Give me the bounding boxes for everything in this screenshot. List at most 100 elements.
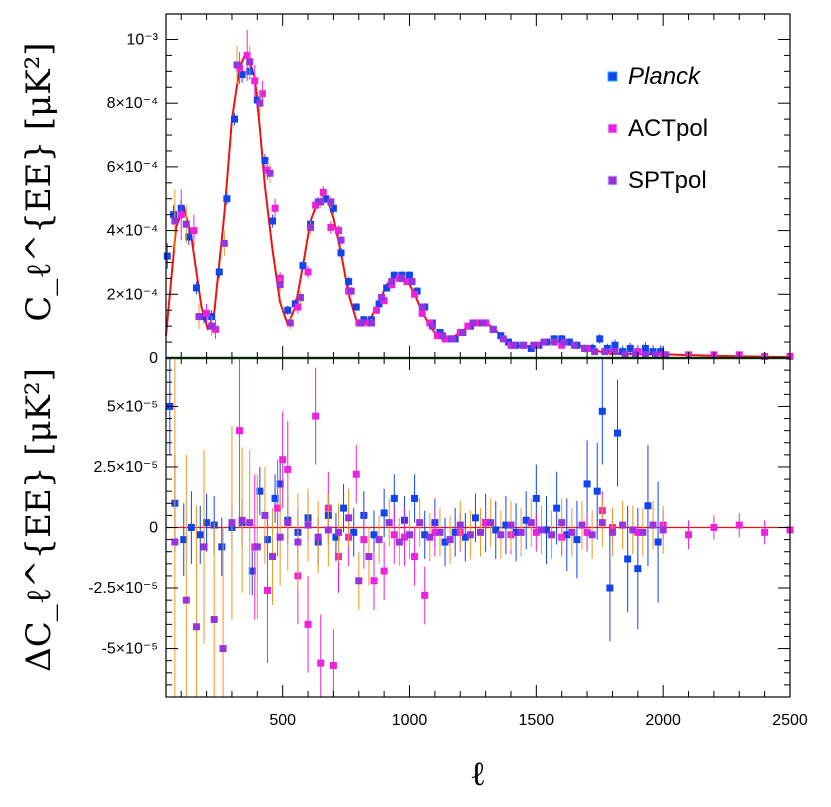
data-point-sptpol: [507, 521, 515, 529]
data-point-actpol: [380, 567, 388, 575]
data-point-planck: [641, 344, 649, 352]
data-point-sptpol: [266, 169, 274, 177]
data-point-planck: [565, 338, 573, 346]
data-point-sptpol: [210, 616, 218, 624]
data-point-actpol: [329, 662, 337, 670]
data-point-sptpol: [530, 341, 538, 349]
data-point-sptpol: [570, 341, 578, 349]
x-tick-label: 1500: [519, 712, 555, 729]
data-point-sptpol: [246, 519, 254, 527]
data-point-planck: [299, 262, 307, 270]
data-point-sptpol: [436, 528, 444, 536]
data-point-sptpol: [652, 351, 660, 359]
bottom-data-points: [166, 358, 794, 697]
data-point-actpol: [271, 204, 279, 212]
data-point-sptpol: [357, 319, 365, 327]
data-point-planck: [654, 538, 662, 546]
data-point-actpol: [360, 536, 368, 544]
data-point-actpol: [761, 528, 769, 536]
data-point-sptpol: [659, 526, 667, 534]
data-point-sptpol: [611, 348, 619, 356]
data-point-sptpol: [479, 319, 487, 327]
data-point-sptpol: [438, 332, 446, 340]
legend-label-sptpol: SPTpol: [628, 167, 707, 194]
data-point-actpol: [370, 577, 378, 585]
data-point-planck: [390, 494, 398, 502]
x-axis-title: ℓ: [470, 754, 486, 794]
data-point-actpol: [236, 427, 244, 435]
data-point-sptpol: [489, 325, 497, 333]
data-point-sptpol: [639, 528, 647, 536]
data-point-actpol: [583, 528, 591, 536]
data-point-sptpol: [537, 526, 545, 534]
data-point-planck: [370, 531, 378, 539]
data-point-actpol: [327, 223, 335, 231]
data-point-sptpol: [304, 521, 312, 529]
x-tick-label: 500: [269, 712, 296, 729]
data-point-planck: [383, 284, 391, 292]
data-point-planck: [203, 519, 211, 527]
data-point-actpol: [433, 332, 441, 340]
data-point-planck: [614, 429, 622, 437]
data-point-sptpol: [649, 521, 657, 529]
data-point-sptpol: [276, 533, 284, 541]
data-point-actpol: [243, 51, 251, 59]
data-point-sptpol: [355, 577, 363, 585]
data-point-sptpol: [499, 335, 507, 343]
bottom-y-tick-label: 2.5×10⁻⁵: [94, 459, 158, 476]
data-point-sptpol: [375, 536, 383, 544]
data-point-sptpol: [296, 293, 304, 301]
data-point-sptpol: [238, 516, 246, 524]
data-point-sptpol: [171, 217, 179, 225]
legend: Planck ACTpol SPTpol: [607, 63, 708, 194]
data-point-sptpol: [581, 344, 589, 352]
data-point-actpol: [685, 531, 693, 539]
data-point-sptpol: [395, 538, 403, 546]
data-point-actpol: [411, 290, 419, 298]
data-point-planck: [492, 526, 500, 534]
data-point-sptpol: [477, 528, 485, 536]
top-y-tick-label: 8×10⁻⁴: [107, 95, 158, 112]
data-point-planck: [502, 521, 510, 529]
data-point-planck: [163, 252, 171, 260]
data-point-planck: [345, 278, 353, 286]
top-panel: 0 2×10⁻⁴ 4×10⁻⁴ 6×10⁻⁴ 8×10⁻⁴ 10⁻³ Planck ACTp…: [107, 13, 794, 367]
data-point-sptpol: [192, 623, 200, 631]
data-point-planck: [276, 480, 284, 488]
data-point-sptpol: [621, 351, 629, 359]
data-point-sptpol: [220, 239, 228, 247]
data-point-planck: [553, 504, 561, 512]
data-point-planck: [261, 157, 269, 165]
top-y-tick-labels: 0 2×10⁻⁴ 4×10⁻⁴ 6×10⁻⁴ 8×10⁻⁴ 10⁻³: [107, 31, 159, 367]
data-point-planck: [512, 528, 520, 536]
data-point-planck: [223, 195, 231, 203]
data-point-sptpol: [426, 533, 434, 541]
data-point-sptpol: [619, 521, 627, 529]
data-point-actpol: [352, 470, 360, 478]
data-point-sptpol: [398, 274, 406, 282]
top-y-tick-label: 10⁻³: [126, 31, 158, 48]
data-point-sptpol: [418, 303, 426, 311]
data-point-sptpol: [459, 329, 467, 337]
data-point-planck: [532, 494, 540, 502]
data-point-planck: [573, 536, 581, 544]
data-point-actpol: [317, 659, 325, 667]
data-point-planck: [337, 249, 345, 257]
data-point-planck: [284, 306, 292, 314]
data-point-sptpol: [345, 514, 353, 522]
data-point-sptpol: [466, 531, 474, 539]
data-point-actpol: [403, 278, 411, 286]
data-point-sptpol: [408, 278, 416, 286]
x-tick-label: 2000: [645, 712, 681, 729]
data-point-sptpol: [317, 198, 325, 206]
bottom-y-tick-label: 0: [149, 520, 158, 537]
data-point-actpol: [710, 524, 718, 531]
data-point-planck: [522, 516, 530, 524]
data-point-sptpol: [608, 528, 616, 536]
data-point-sptpol: [560, 338, 568, 346]
bottom-panel: 5×10⁻⁵ 2.5×10⁻⁵ 0 -2.5×10⁻⁵ -5×10⁻⁵ 500 1000 1…: [88, 357, 808, 729]
x-tick-label: 2500: [772, 712, 808, 729]
data-point-sptpol: [219, 645, 227, 653]
data-point-actpol: [284, 465, 292, 473]
data-point-sptpol: [406, 531, 414, 539]
